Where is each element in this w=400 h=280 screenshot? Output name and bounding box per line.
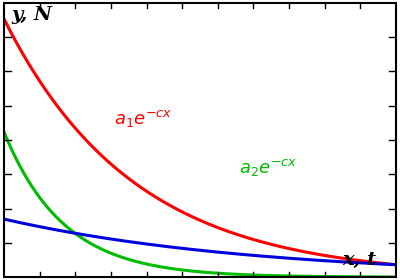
Text: $a_1e^{-cx}$: $a_1e^{-cx}$ [114,108,172,129]
Text: y, N: y, N [12,6,53,24]
Text: x, t: x, t [342,251,376,269]
Text: $a_2e^{-cx}$: $a_2e^{-cx}$ [239,157,298,178]
